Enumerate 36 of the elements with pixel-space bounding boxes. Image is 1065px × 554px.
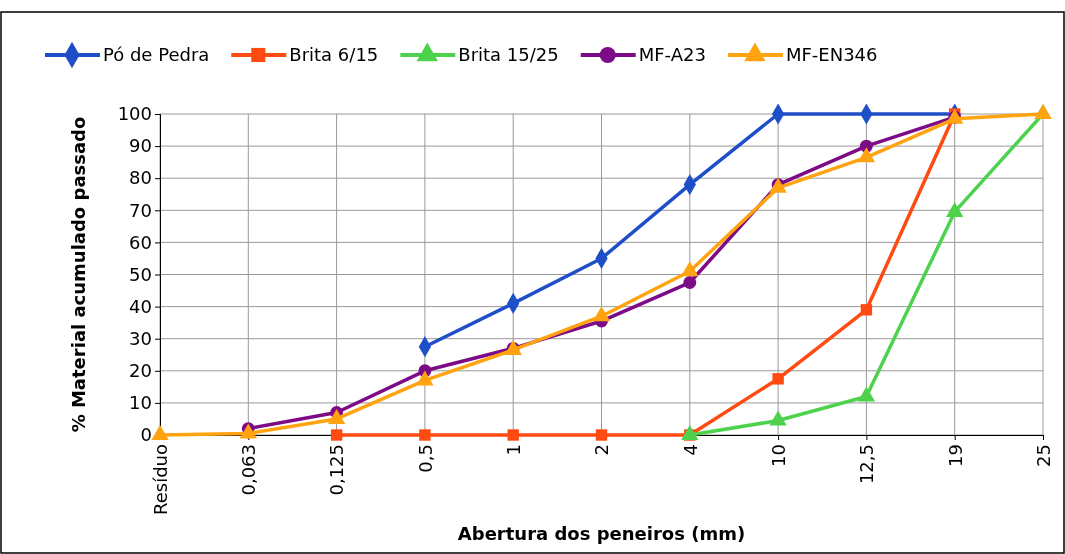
point (330, 429, 343, 441)
legend-label: Pó de Pedra (103, 44, 210, 65)
point (419, 429, 431, 441)
x-tick-label: 2 (591, 444, 613, 456)
x-axis-title: Abertura dos peneiros (mm) (457, 523, 746, 544)
y-tick-label: 30 (129, 327, 152, 349)
y-tick-label: 0 (140, 424, 152, 446)
x-tick-label: 1 (503, 444, 524, 456)
point (683, 276, 697, 289)
x-tick-label: 0,125 (326, 444, 348, 496)
y-tick-label: 80 (129, 167, 152, 189)
x-tick-label: 25 (1032, 444, 1054, 467)
y-tick-label: 20 (129, 360, 152, 382)
y-tick-label: 50 (129, 263, 152, 285)
x-tick-label: 0,5 (414, 444, 436, 473)
point (860, 304, 873, 316)
x-tick-label: 10 (767, 444, 789, 467)
legend-label: MF-EN346 (785, 44, 878, 65)
y-tick-label: 40 (129, 295, 152, 317)
legend-label: MF-A23 (638, 44, 706, 65)
x-tick-label: 4 (679, 444, 701, 456)
y-tick-label: 70 (129, 199, 152, 221)
x-tick-label: 19 (944, 444, 966, 467)
point (595, 429, 608, 441)
x-tick-label: 12,5 (856, 444, 878, 485)
x-tick-label: 0,063 (238, 444, 260, 496)
legend-label: Brita 15/25 (458, 44, 559, 65)
x-tick-label: Resíduo (149, 444, 171, 515)
y-tick-label: 90 (129, 135, 152, 157)
point (507, 429, 519, 441)
y-tick-label: 60 (129, 231, 152, 253)
legend-label: Brita 6/15 (289, 44, 379, 65)
y-tick-label: 100 (117, 103, 152, 125)
point (772, 373, 784, 385)
y-tick-label: 10 (129, 392, 152, 414)
y-axis-title: % Material acumulado passado (68, 116, 89, 433)
